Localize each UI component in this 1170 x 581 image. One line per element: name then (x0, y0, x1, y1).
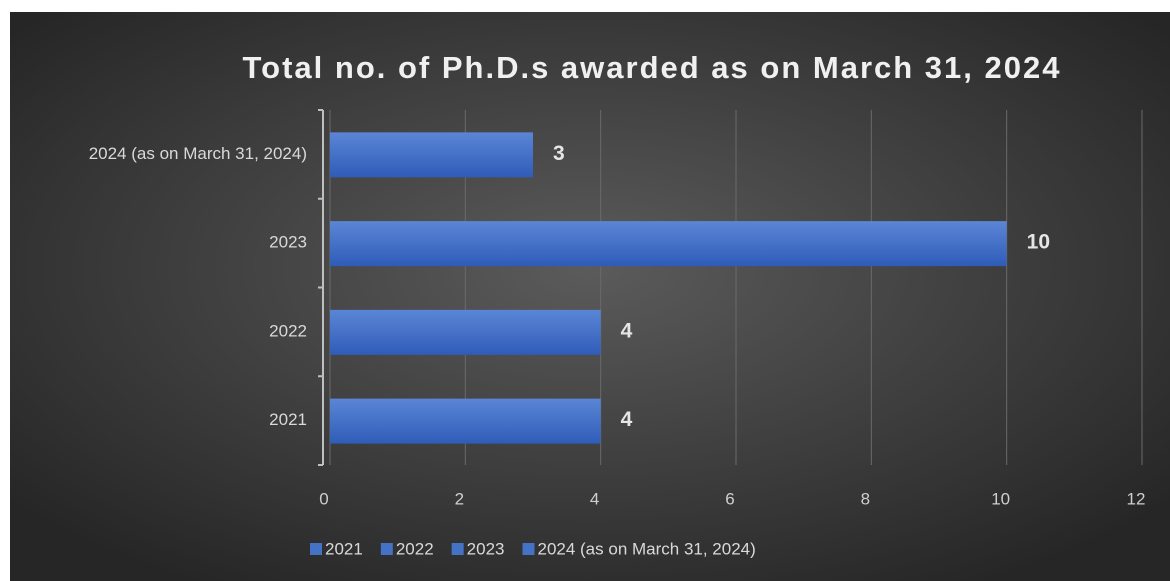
y-tick-label: 2023 (269, 233, 307, 252)
x-tick-label: 8 (861, 489, 870, 508)
legend-swatch (451, 543, 464, 555)
data-label: 4 (621, 319, 633, 342)
x-tick-label: 6 (725, 489, 734, 508)
legend-label: 2023 (467, 539, 505, 558)
y-tick-label: 2022 (269, 321, 307, 340)
bar (330, 132, 533, 178)
chart-title: Total no. of Ph.D.s awarded as on March … (243, 50, 1062, 85)
data-label: 10 (1027, 231, 1050, 254)
legend-label: 2024 (as on March 31, 2024) (537, 539, 755, 558)
legend-swatch (380, 543, 393, 555)
x-tick-label: 10 (991, 489, 1010, 508)
y-tick-label: 2024 (as on March 31, 2024) (89, 144, 307, 163)
bar (330, 398, 601, 444)
data-label: 4 (621, 408, 633, 431)
legend-swatch (522, 543, 535, 555)
x-tick-label: 0 (319, 489, 328, 508)
legend-swatch (310, 543, 322, 555)
chart-background (10, 12, 1170, 581)
x-tick-label: 2 (455, 489, 464, 508)
legend-label: 2022 (396, 539, 434, 558)
legend-label: 2021 (325, 539, 363, 558)
data-label: 3 (553, 142, 565, 165)
bar (330, 221, 1007, 267)
bar (330, 309, 601, 355)
x-tick-label: 12 (1127, 489, 1146, 508)
y-tick-label: 2021 (269, 410, 307, 429)
x-tick-label: 4 (590, 489, 599, 508)
